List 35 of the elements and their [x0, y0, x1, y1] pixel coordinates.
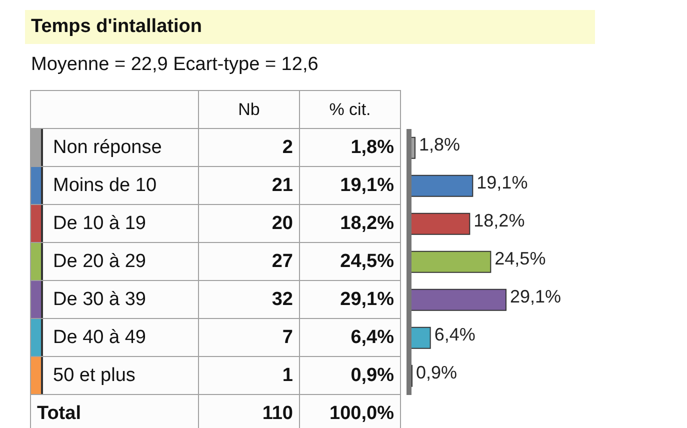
text: 1	[198, 356, 300, 394]
y-tick-label: Moins de 10	[53, 174, 157, 196]
text: 20	[198, 204, 300, 242]
y-tick-label: De 20 à 29	[53, 250, 146, 272]
text: Total	[30, 394, 198, 428]
text: Moyenne = 22,9 Ecart-type = 12,6	[31, 54, 318, 76]
text: 27	[198, 242, 300, 280]
text: Temps d'intallation	[25, 10, 595, 44]
legend-label: % cit.	[300, 90, 400, 128]
text: 0,9%	[416, 362, 458, 383]
y-tick-label: De 30 à 39	[53, 288, 146, 310]
text: 32	[198, 280, 300, 318]
data-label: 29,1%	[300, 280, 400, 318]
text: 2	[198, 128, 300, 166]
text: 110	[198, 394, 300, 428]
text: 1,8%	[419, 134, 460, 155]
data-label: 6,4%	[300, 318, 400, 356]
y-tick-label: De 40 à 49	[53, 326, 146, 348]
text: 6,4%	[434, 324, 476, 345]
text: 18,2%	[474, 210, 525, 231]
data-label: 24,5%	[300, 242, 400, 280]
text: 7	[198, 318, 300, 356]
text: 21	[198, 166, 300, 204]
data-label: 0,9%	[300, 356, 400, 394]
data-label: 1,8%	[300, 128, 400, 166]
text: 100,0%	[300, 394, 400, 428]
y-tick-label: Non réponse	[53, 136, 162, 158]
text: Nb	[198, 90, 300, 128]
text: 29,1%	[510, 286, 562, 307]
text: 19,1%	[476, 172, 528, 193]
data-label: 19,1%	[300, 166, 400, 204]
data-label: 18,2%	[300, 204, 400, 242]
y-tick-label: 50 et plus	[53, 364, 136, 386]
y-tick-label: De 10 à 19	[53, 212, 146, 234]
text: 24,5%	[494, 248, 546, 269]
